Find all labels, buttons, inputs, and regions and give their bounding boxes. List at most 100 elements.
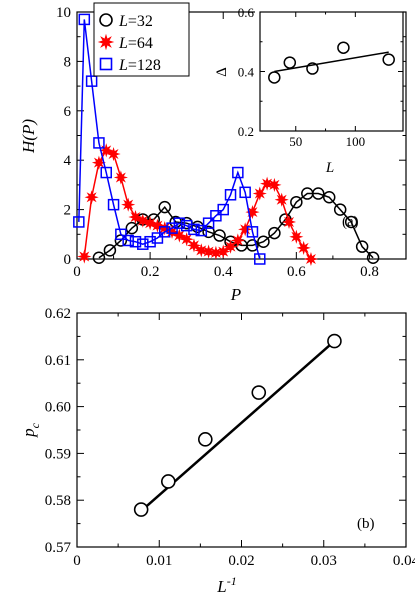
data-point	[122, 234, 134, 247]
data-point	[274, 192, 289, 207]
y-tick-label: 10	[56, 5, 71, 21]
y-tick-label: 0.6	[238, 5, 255, 20]
y-tick-label: 2	[64, 203, 72, 219]
legend: L=32 L=64 L=128	[93, 2, 190, 77]
x-tick-label: 50	[289, 134, 302, 149]
inset-xlabel: L	[325, 160, 334, 176]
data-point	[107, 198, 120, 211]
y-tick-label: 0.4	[238, 65, 255, 80]
data-point	[257, 235, 270, 248]
x-tick-label: 0.02	[228, 553, 254, 569]
data-point	[133, 502, 149, 517]
inset-data-point	[283, 56, 297, 69]
inset-background	[255, 10, 403, 134]
legend-item-l32: L=32	[99, 13, 153, 30]
panel-b-series	[133, 333, 342, 517]
panel-b-frame	[76, 312, 407, 548]
y-tick-label: 0.62	[45, 306, 71, 322]
data-point	[246, 226, 259, 238]
data-point	[106, 146, 121, 162]
panel-a: 0 0.2 0.4 0.6 0.8 0 2 4 6 8 10 P H(P) (a) L=32 L=6…	[19, 2, 407, 304]
data-point	[289, 229, 304, 244]
panel-b-ylabel: pc	[19, 422, 42, 438]
data-point	[251, 385, 267, 400]
panel-b-xlabel: L-1	[216, 574, 236, 596]
data-point	[213, 229, 226, 242]
x-tick-label: 0.6	[287, 264, 306, 280]
data-point	[217, 203, 229, 216]
data-point	[78, 13, 91, 26]
data-point	[195, 224, 208, 237]
data-point	[344, 215, 358, 229]
inset-data-point	[382, 53, 395, 66]
data-point	[77, 249, 92, 264]
data-point	[129, 235, 142, 248]
data-point	[303, 251, 319, 267]
inset-data-point	[337, 41, 350, 54]
panel-a-ylabel: H(P)	[19, 119, 38, 154]
data-point	[202, 217, 215, 229]
data-point	[238, 222, 253, 237]
data-point	[355, 240, 369, 253]
data-point	[267, 177, 282, 192]
data-point	[73, 216, 85, 228]
x-tick-label: 0	[73, 264, 81, 280]
legend-label-l64: L=64	[118, 35, 153, 52]
data-point	[93, 137, 105, 149]
x-tick-label: 0.8	[360, 264, 379, 280]
data-point	[103, 244, 117, 257]
panel-a-label: (a)	[342, 214, 359, 230]
legend-label-l32: L=32	[118, 13, 153, 30]
data-point	[198, 432, 213, 447]
data-point	[268, 226, 281, 240]
x-tick-label: 0.2	[141, 264, 160, 280]
data-point	[202, 225, 215, 239]
data-point	[85, 75, 98, 87]
y-tick-label: 0.57	[45, 540, 72, 556]
data-point	[84, 190, 99, 205]
data-point	[113, 170, 128, 185]
data-point	[312, 187, 325, 200]
panel-b-label: (b)	[357, 516, 375, 532]
inset-data-point	[268, 71, 281, 84]
data-point	[180, 219, 193, 232]
data-point	[144, 235, 156, 248]
y-tick-label: 0.2	[238, 124, 254, 139]
panel-b: 0 0.01 0.02 0.03 0.04 0.57 0.58 0.59 0.60 0.61 0.6…	[19, 306, 415, 596]
data-point	[216, 244, 231, 259]
data-point	[254, 253, 266, 265]
x-tick-label: 0.04	[393, 553, 415, 569]
data-point	[160, 474, 176, 489]
data-point	[158, 226, 171, 238]
data-point	[92, 251, 106, 265]
legend-item-l64: L=64	[97, 33, 153, 52]
y-tick-label: 0.60	[45, 400, 71, 416]
y-tick-label: 8	[64, 54, 72, 70]
data-point	[137, 238, 149, 250]
panel-b-axes: 0 0.01 0.02 0.03 0.04 0.57 0.58 0.59 0.60 0.61 0.6…	[45, 306, 415, 569]
data-point	[333, 203, 347, 216]
x-tick-label: 0	[73, 553, 81, 569]
data-point	[100, 166, 112, 179]
inset-series	[268, 41, 395, 84]
data-point	[322, 191, 336, 204]
data-point	[121, 197, 136, 212]
y-tick-label: 0	[64, 252, 72, 268]
data-point	[179, 232, 194, 247]
inset-data-point	[306, 62, 319, 75]
y-tick-label: 0.58	[45, 493, 71, 509]
panel-a-axes: 0 0.2 0.4 0.6 0.8 0 2 4 6 8 10	[56, 5, 406, 280]
data-point	[230, 233, 245, 248]
data-point	[296, 240, 311, 255]
inset-chart: 50 100 0.2 0.4 0.6 L Δ	[214, 5, 404, 176]
star-marker	[97, 33, 115, 51]
data-point	[281, 214, 297, 230]
data-point	[246, 239, 259, 252]
y-tick-label: 4	[64, 153, 72, 169]
data-point	[239, 186, 251, 199]
data-point	[158, 200, 171, 214]
panel-a-xlabel: P	[230, 285, 241, 304]
inset-fit-line	[274, 51, 389, 73]
x-tick-label: 0.03	[311, 553, 337, 569]
